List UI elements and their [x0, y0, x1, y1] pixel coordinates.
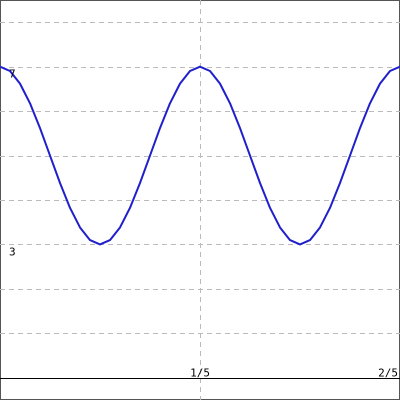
y-tick-label: 7: [9, 68, 16, 81]
tick-labels: 1/5 2/5 3 7: [9, 68, 398, 380]
series: [0, 65, 400, 246]
series-line-0: [0, 65, 400, 246]
x-tick-label: 1/5: [190, 367, 210, 380]
y-tick-label: 3: [9, 245, 16, 258]
x-tick-label: 2/5: [378, 367, 398, 380]
